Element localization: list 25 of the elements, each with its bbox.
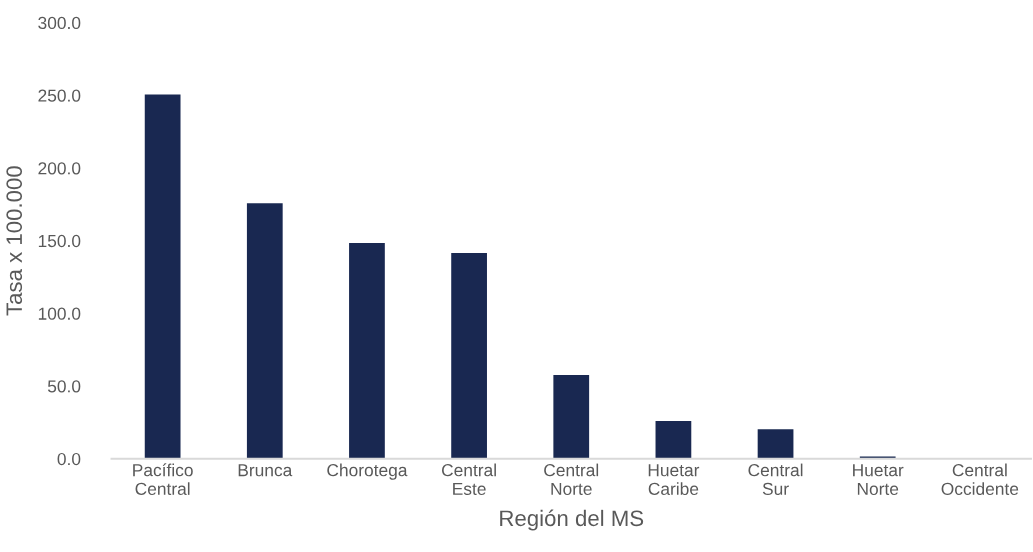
x-tick-label: Central Sur [748, 463, 803, 496]
y-tick-label: 100.0 [38, 307, 81, 320]
bar [349, 243, 385, 459]
y-tick-label: 200.0 [38, 162, 81, 175]
x-tick-label: Huetar Norte [853, 464, 904, 496]
bar [246, 203, 283, 459]
x-tick-label: Chorotega [327, 463, 408, 480]
bar [757, 429, 794, 459]
x-tick-label: Central Occidente [941, 463, 1019, 496]
y-tick-label: 250.0 [38, 89, 81, 102]
x-tick-label: Central Este [442, 463, 496, 496]
y-tick-label: 50.0 [47, 380, 81, 393]
x-axis-title: Región del MS [500, 509, 644, 531]
y-tick-label: 300.0 [38, 16, 81, 30]
bar [553, 374, 590, 459]
bar [655, 420, 692, 459]
y-tick-label: 150.0 [38, 234, 81, 248]
x-tick-label: Huetar Caribe [648, 464, 700, 496]
x-tick-label: Central Norte [544, 463, 599, 496]
x-tick-label: Pacífico Central [133, 463, 193, 496]
bar [144, 94, 181, 459]
bar [451, 253, 487, 459]
y-tick-label: 0.0 [57, 452, 81, 466]
x-tick-label: Brunca [238, 464, 293, 477]
y-axis-title: Tasa x 100.000 [6, 166, 23, 316]
